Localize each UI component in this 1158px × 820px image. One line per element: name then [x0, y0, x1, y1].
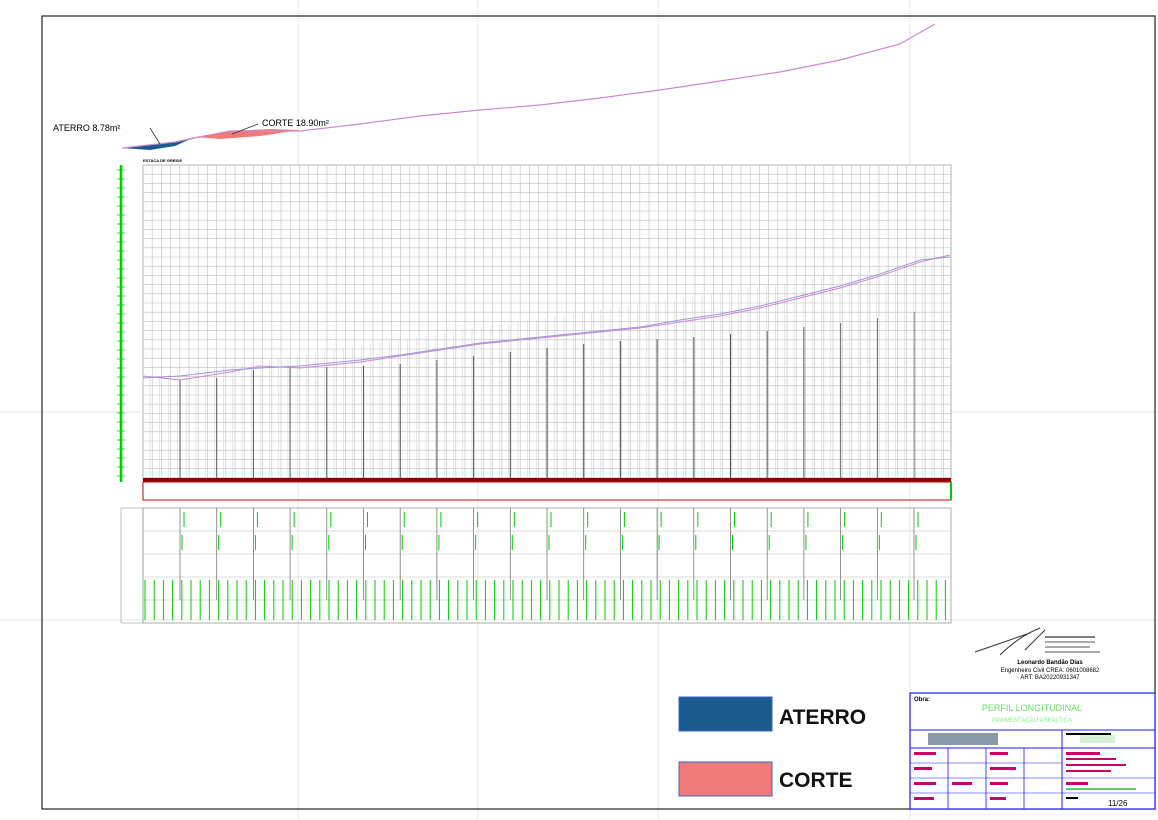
legend-corte-swatch: [678, 761, 773, 797]
signature-registry: Engenheiro Civil CREA: 0601008682: [1000, 668, 1100, 674]
aterro-area: [122, 137, 195, 150]
corte-leader: [231, 123, 259, 135]
aterro-leader: [149, 127, 161, 145]
baseline: [142, 478, 952, 501]
drawing-border: [41, 15, 1156, 810]
signature-block: Leonardo Bandão Dias Engenheiro Civil CR…: [970, 628, 1130, 682]
elevation-axis: [117, 165, 125, 482]
long-profile-lines: [142, 254, 951, 381]
legend: ATERRO CORTE: [678, 696, 866, 797]
signature-art: ART: BA20220931347: [1020, 675, 1080, 681]
title-block-subtitle: PAVIMENTAÇÃO ASFÁLTICA: [992, 717, 1072, 724]
aterro-area-label: ATERRO 8.78m²: [53, 123, 120, 133]
grid-title: ESTACA DE GREIDE: [143, 158, 182, 163]
terrain-line: [121, 23, 936, 149]
legend-corte-label: CORTE: [779, 769, 853, 792]
cross-section-profile: ATERRO 8.78m² CORTE 18.90m²: [53, 23, 936, 150]
corte-area-label: CORTE 18.90m²: [262, 118, 329, 128]
title-block: Obra: PERFIL LONGITUDINAL PAVIMENTAÇÃO A…: [909, 692, 1156, 810]
station-lines: [149, 259, 942, 478]
legend-aterro-swatch: [678, 696, 773, 732]
title-block-main-title: PERFIL LONGITUDINAL: [982, 703, 1082, 713]
legend-aterro-label: ATERRO: [779, 706, 866, 729]
title-block-header-label: Obra:: [914, 697, 930, 703]
signature-name: Leonardo Bandão Dias: [1017, 660, 1083, 666]
title-block-sheet-number: 11/26: [1108, 799, 1128, 808]
data-band-table: [120, 507, 952, 624]
signature-graphic: [974, 627, 1100, 656]
